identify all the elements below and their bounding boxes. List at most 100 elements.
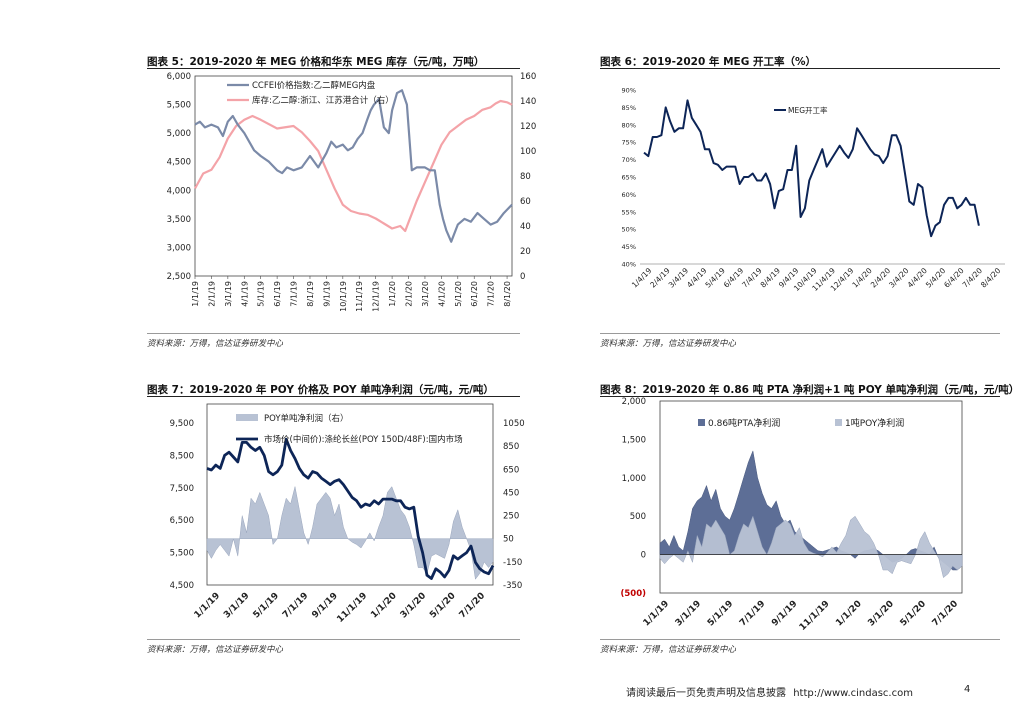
fig7-legend-label-price: 市场价(中间价):涤纶长丝(POY 150D/48F):国内市场: [264, 434, 463, 445]
fig5-x-tick: 8/1/20: [503, 281, 512, 307]
fig7-x-tick: 1/1/19: [193, 591, 222, 620]
fig8-x-tick: 5/1/20: [899, 599, 928, 628]
fig5-x-tick: 3/1/20: [421, 281, 430, 307]
fig6-title: 图表 6：2019-2020 年 MEG 开工率（%）: [600, 56, 816, 68]
fig6-y-tick: 45%: [622, 243, 636, 251]
fig6-y-tick: 60%: [622, 191, 636, 199]
fig7-bottom-rule: [147, 639, 520, 640]
fig8-x-tick: 3/1/20: [866, 599, 895, 628]
fig5-y-left-tick: 4,000: [167, 186, 191, 196]
fig8-x-tick: 1/1/20: [834, 599, 863, 628]
fig5-source: 资料来源：万得，信达证券研发中心: [147, 339, 284, 349]
fig7-y-left-tick: 7,500: [170, 484, 194, 494]
fig5-top-rule: [147, 68, 520, 69]
fig7-x-tick: 3/1/20: [399, 591, 428, 620]
fig5-chart: 2,500 3,000 3,500 4,000 4,500 5,000 5,500 6,000…: [167, 72, 537, 312]
fig8-x-tick: 11/1/19: [798, 599, 832, 633]
fig8-y-tick: 2,000: [622, 397, 646, 407]
fig5-y-left-tick: 2,500: [167, 272, 191, 282]
fig7-y-left-tick: 4,500: [170, 581, 194, 591]
fig5-y-right-tick: 40: [520, 222, 531, 232]
fig6-legend-label: MEG开工率: [788, 105, 828, 115]
page-number: 4: [964, 684, 971, 695]
fig6-y-tick: 75%: [622, 139, 636, 147]
fig7-x-tick: 7/1/20: [458, 591, 487, 620]
fig7-legend-swatch-profit: [236, 414, 258, 421]
fig6-top-rule: [600, 68, 1000, 69]
fig5-plot-frame: [194, 75, 513, 277]
fig6-y-tick: 50%: [622, 226, 636, 234]
fig8-source: 资料来源：万得，信达证券研发中心: [600, 645, 737, 655]
fig8-x-tick: 7/1/20: [931, 599, 960, 628]
fig8-bottom-rule: [600, 639, 1000, 640]
fig5-x-tick: 4/1/20: [437, 281, 446, 307]
fig7-x-tick: 9/1/19: [310, 591, 339, 620]
fig7-y-right-tick: 1050: [503, 419, 525, 429]
fig5-legend-label-price: CCFEI价格指数:乙二醇MEG内盘: [252, 80, 376, 91]
fig5-x-tick: 5/1/19: [257, 281, 266, 307]
fig7-y-right-tick: 850: [503, 442, 519, 452]
fig8-y-tick: 0: [641, 551, 646, 561]
fig5-x-tick: 11/1/19: [355, 281, 364, 312]
footer-url[interactable]: http://www.cindasc.com: [793, 688, 913, 699]
fig5-x-tick: 8/1/19: [306, 281, 315, 307]
fig6-y-tick: 90%: [622, 87, 636, 95]
fig8-plot-frame: [659, 400, 963, 594]
fig7-plot-frame: [206, 403, 494, 586]
fig5-x-tick: 1/1/19: [191, 281, 200, 307]
fig5-x-tick: 3/1/19: [224, 281, 233, 307]
fig6-y-tick: 55%: [622, 208, 636, 216]
fig5-x-tick: 6/1/20: [470, 281, 479, 307]
fig8-legend-label-poy: 1吨POY净利润: [845, 417, 904, 429]
fig5-x-tick: 7/1/20: [487, 281, 496, 307]
fig7-top-rule: [147, 396, 520, 397]
fig7-series-poy-profit-area: [206, 486, 494, 580]
fig7-y-right-tick: -350: [503, 581, 522, 591]
fig7-y-right-tick: 50: [503, 535, 514, 545]
fig8-legend-swatch-poy: [835, 419, 842, 426]
footer-disclaimer-text: 请阅读最后一页免责声明及信息披露: [626, 688, 786, 699]
fig5-y-right-tick: 120: [520, 122, 536, 132]
fig5-y-right-tick: 0: [520, 272, 525, 282]
fig8-title: 图表 8：2019-2020 年 0.86 吨 PTA 净利润+1 吨 POY …: [600, 384, 1020, 396]
fig7-y-left-tick: 9,500: [170, 419, 194, 429]
fig7-series-poy-price-line: [206, 437, 495, 580]
fig5-y-right-tick: 80: [520, 172, 531, 182]
fig7-x-tick: 1/1/20: [369, 591, 398, 620]
fig5-y-right-tick: 160: [520, 72, 536, 82]
fig6-series-operating-rate-line: [643, 99, 980, 238]
fig5-x-tick: 4/1/19: [240, 281, 249, 307]
fig5-x-tick: 6/1/19: [273, 281, 282, 307]
fig7-y-left-tick: 8,500: [170, 451, 194, 461]
fig6-y-tick: 70%: [622, 156, 636, 164]
fig6-y-tick: 80%: [622, 121, 636, 129]
fig5-y-right-tick: 140: [520, 97, 536, 107]
fig6-y-tick: 40%: [622, 261, 636, 269]
fig5-x-tick: 7/1/19: [290, 281, 299, 307]
fig7-x-tick: 3/1/19: [222, 591, 251, 620]
fig8-x-tick: 5/1/19: [706, 599, 735, 628]
fig7-y-right-tick: 250: [503, 512, 519, 522]
fig7-x-tick: 11/1/19: [335, 591, 369, 625]
fig8-legend-label-pta: 0.86吨PTA净利润: [708, 417, 780, 429]
footer-disclaimer: 请阅读最后一页免责声明及信息披露 http://www.cindasc.com: [626, 684, 913, 699]
fig5-y-right-tick: 20: [520, 247, 531, 257]
fig8-y-tick: 1,000: [622, 474, 646, 484]
fig5-bottom-rule: [147, 333, 520, 334]
fig6-chart: 40%45%50%55%60%65%70%75%80%85%90%1/4/192…: [622, 87, 1005, 293]
fig5-x-tick: 9/1/19: [322, 281, 331, 307]
fig5-y-left-tick: 6,000: [167, 72, 191, 82]
fig5-series-inventory-line: [194, 99, 513, 233]
fig5-title: 图表 5：2019-2020 年 MEG 价格和华东 MEG 库存（元/吨，万吨…: [147, 56, 485, 68]
fig5-legend-label-inventory: 库存:乙二醇:浙江、江苏港合计（右）: [252, 95, 394, 106]
fig8-x-tick: 3/1/19: [674, 599, 703, 628]
fig5-x-tick: 2/1/20: [405, 281, 414, 307]
fig5-x-tick: 1/1/20: [388, 281, 397, 307]
fig8-top-rule: [600, 396, 1000, 397]
fig5-y-left-tick: 5,000: [167, 129, 191, 139]
fig5-series-meg-price-line: [194, 89, 513, 243]
fig6-bottom-rule: [600, 333, 1000, 334]
fig8-x-tick: 7/1/19: [738, 599, 767, 628]
fig5-x-tick: 10/1/19: [339, 281, 348, 312]
